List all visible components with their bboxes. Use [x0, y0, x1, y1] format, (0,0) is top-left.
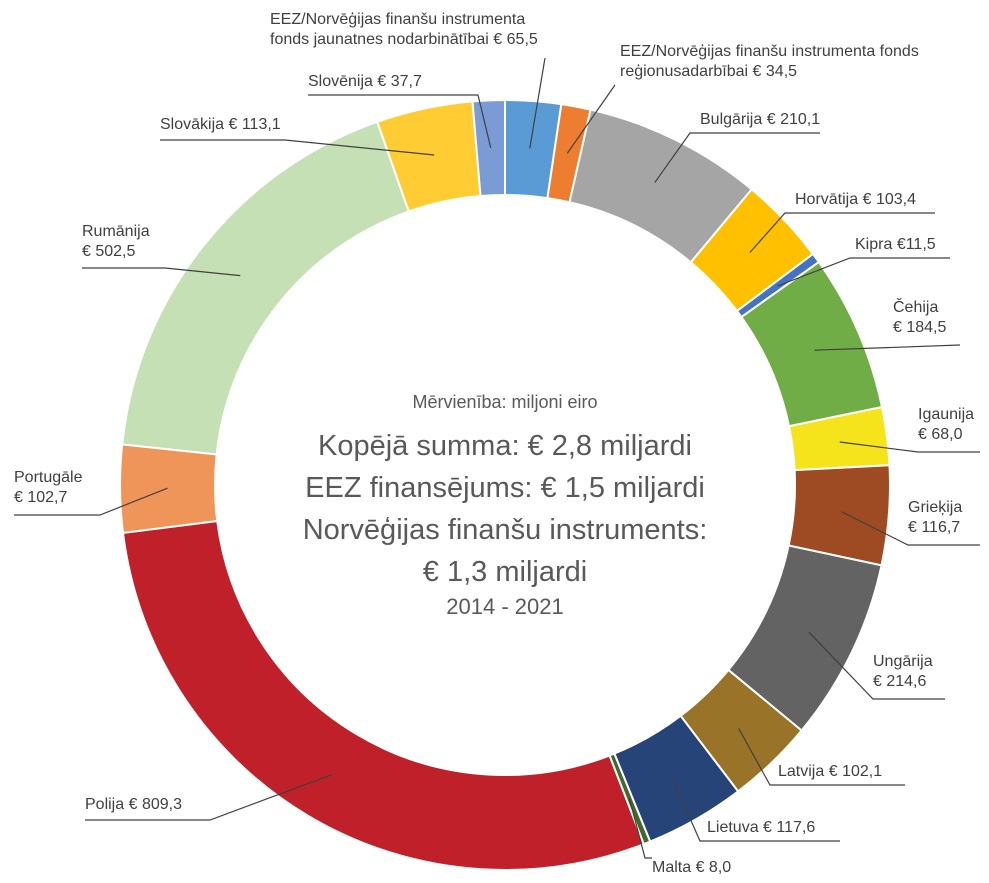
- value-label: €11,5: [896, 236, 936, 253]
- slice-label: EEZ/Norvēģijas finanšu instrumenta fonds…: [270, 10, 560, 50]
- category-name: Latvija: [778, 763, 825, 780]
- value-label: € 113,1: [228, 116, 281, 133]
- leader-line: [654, 132, 820, 183]
- slice-label: Lietuva € 117,6: [707, 818, 815, 838]
- category-name: Ungārija: [873, 653, 933, 670]
- category-name: Grieķija: [908, 499, 963, 516]
- leader-line: [808, 631, 945, 700]
- slice-label: Rumānija € 502,5: [82, 222, 150, 262]
- leader-line: [839, 441, 980, 453]
- leader-line: [814, 344, 961, 351]
- slice-label: Grieķija € 116,7: [908, 498, 962, 538]
- category-name: Polija: [85, 796, 125, 813]
- category-name: Horvātija: [795, 191, 859, 208]
- slice-label: Slovākija € 113,1: [160, 115, 281, 135]
- category-name: Bulgārija: [700, 111, 763, 128]
- center-line: Norvēģijas finanšu instruments:: [302, 514, 708, 546]
- leader-line: [14, 487, 168, 516]
- slice-label: Ungārija € 214,6: [873, 652, 933, 692]
- value-label: € 502,5: [82, 243, 136, 260]
- slice-label: Kipra €11,5: [855, 235, 936, 255]
- leader-line: [566, 84, 616, 154]
- slice-label: Slovēnija € 37,7: [308, 72, 422, 92]
- leader-line: [529, 57, 546, 149]
- leader-line: [738, 728, 905, 786]
- center-text: Kopējā summa: € 2,8 miljardi EEZ finansē…: [205, 425, 805, 593]
- center-line: Kopējā summa: € 2,8 miljardi: [318, 430, 692, 462]
- category-name: Rumānija: [82, 223, 150, 240]
- category-name: Slovākija: [160, 116, 225, 133]
- value-label: € 103,4: [862, 191, 916, 208]
- donut-segment: [119, 443, 219, 534]
- value-label: € 8,0: [695, 859, 732, 876]
- value-label: € 34,5: [752, 63, 798, 80]
- value-label: € 210,1: [766, 111, 821, 128]
- category-name: Slovēnija: [308, 73, 373, 90]
- leader-line: [160, 139, 435, 156]
- value-label: € 102,7: [14, 489, 68, 506]
- value-label: € 184,5: [893, 319, 947, 336]
- leader-line: [671, 777, 840, 842]
- value-label: € 809,3: [128, 796, 182, 813]
- slice-label: EEZ/Norvēģijas finanšu instrumenta fonds…: [620, 42, 940, 82]
- category-name: Kipra: [855, 236, 893, 253]
- category-name: EEZ/Norvēģijas finanšu instrumenta fonds…: [620, 43, 919, 80]
- value-label: € 116,7: [908, 519, 961, 536]
- category-name: Lietuva: [707, 819, 759, 836]
- value-label: € 65,5: [493, 31, 538, 48]
- slice-label: Polija € 809,3: [85, 795, 182, 815]
- leader-line: [628, 798, 652, 859]
- donut-segment: [121, 519, 646, 871]
- center-line: EEZ finansējums: € 1,5 miljardi: [305, 472, 705, 504]
- value-label: € 37,7: [377, 73, 422, 90]
- slice-label: Latvija € 102,1: [778, 762, 882, 782]
- category-name: Portugāle: [14, 469, 83, 486]
- value-label: € 214,6: [873, 673, 927, 690]
- center-line: € 1,3 miljardi: [422, 556, 588, 588]
- leader-line: [308, 94, 492, 148]
- category-name: EEZ/Norvēģijas finanšu instrumenta fonds…: [270, 11, 526, 48]
- slice-label: Bulgārija € 210,1: [700, 110, 820, 130]
- subtitle: Mērvienība: miljoni eiro: [412, 392, 598, 412]
- leader-line: [749, 212, 935, 254]
- slice-label: Igaunija € 68,0: [918, 405, 974, 445]
- category-name: Igaunija: [918, 406, 975, 423]
- period: 2014 - 2021: [446, 594, 564, 619]
- leader-line: [777, 257, 950, 287]
- slice-label: Horvātija € 103,4: [795, 190, 916, 210]
- category-name: Čehija: [893, 299, 939, 316]
- slice-label: Čehija € 184,5: [893, 298, 946, 338]
- leader-line: [841, 511, 980, 546]
- value-label: € 117,6: [763, 819, 816, 836]
- value-label: € 102,1: [828, 763, 883, 780]
- category-name: Malta: [652, 859, 692, 876]
- value-label: € 68,0: [918, 426, 963, 443]
- slice-label: Portugāle € 102,7: [14, 468, 83, 508]
- slice-label: Malta € 8,0: [652, 858, 731, 878]
- leader-line: [82, 267, 241, 277]
- donut-segment: [471, 98, 506, 198]
- leader-line: [85, 774, 333, 821]
